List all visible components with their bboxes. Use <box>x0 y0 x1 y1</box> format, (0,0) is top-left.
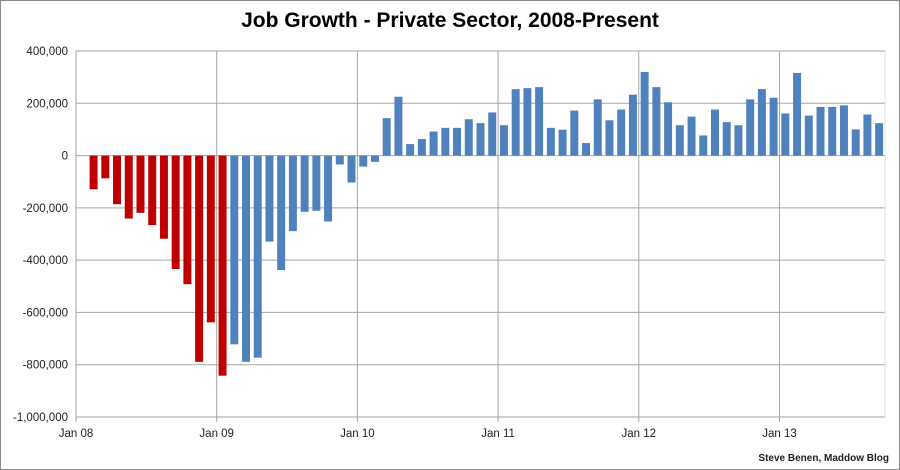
bar-2009-06 <box>277 155 286 271</box>
y-tick-label: -600,000 <box>23 307 68 319</box>
bar-2009-04 <box>253 155 262 358</box>
bar-2010-02 <box>370 155 379 162</box>
bar-2011-03 <box>523 88 532 156</box>
bar-2011-06 <box>558 129 567 156</box>
bar-2010-04 <box>394 96 403 156</box>
bar-2012-11 <box>757 89 766 156</box>
bar-2013-04 <box>816 106 825 156</box>
bar-2013-08 <box>863 114 872 156</box>
x-tick-label: Jan 09 <box>199 428 234 440</box>
bar-2011-04 <box>535 87 544 156</box>
bar-2011-11 <box>617 109 626 156</box>
bar-2008-06 <box>136 155 145 213</box>
bar-2012-10 <box>746 99 755 156</box>
y-tick-label: 200,000 <box>26 98 68 110</box>
bar-2008-10 <box>183 155 192 285</box>
bar-2008-07 <box>148 155 157 226</box>
bar-2008-05 <box>124 155 133 219</box>
bar-2012-03 <box>664 102 673 156</box>
bar-2008-11 <box>195 155 204 362</box>
y-tick-label: -200,000 <box>23 203 68 215</box>
bar-2011-02 <box>511 89 520 156</box>
bar-2009-11 <box>335 155 344 165</box>
bar-2009-07 <box>288 155 297 232</box>
bar-2013-07 <box>851 129 860 156</box>
bar-2010-08 <box>441 127 450 156</box>
bar-2012-04 <box>675 125 684 156</box>
bar-2011-10 <box>605 120 614 156</box>
bar-2009-09 <box>312 155 321 211</box>
bar-2009-03 <box>242 155 250 362</box>
bar-2010-07 <box>429 131 438 156</box>
bar-2012-07 <box>711 109 719 156</box>
bar-2008-04 <box>113 155 122 205</box>
bar-2009-05 <box>265 155 274 242</box>
bar-2013-09 <box>875 123 884 156</box>
x-tick-label: Jan 12 <box>622 428 657 440</box>
bar-2011-01 <box>499 125 508 156</box>
bar-2009-10 <box>324 155 333 222</box>
bar-2010-11 <box>476 123 485 156</box>
bar-2010-01 <box>359 155 368 167</box>
bar-2010-12 <box>488 112 497 156</box>
bar-2008-03 <box>101 155 110 179</box>
bar-2010-09 <box>453 127 462 156</box>
x-tick-label: Jan 10 <box>340 428 375 440</box>
bar-2012-06 <box>699 135 708 156</box>
bar-2008-08 <box>159 155 168 239</box>
bar-2013-05 <box>828 106 837 156</box>
bar-2010-05 <box>406 144 415 156</box>
y-tick-label: 0 <box>62 151 68 163</box>
bar-2013-01 <box>781 113 790 156</box>
bar-2012-02 <box>652 87 661 156</box>
bar-2013-03 <box>804 115 813 156</box>
bar-2010-03 <box>382 118 391 156</box>
bar-2011-08 <box>582 143 591 156</box>
bar-2011-07 <box>570 110 579 156</box>
bar-2012-09 <box>734 125 743 156</box>
y-tick-label: -400,000 <box>23 255 68 267</box>
bar-2012-08 <box>722 122 731 156</box>
bar-2012-05 <box>687 116 696 156</box>
bar-2008-09 <box>171 155 180 270</box>
x-tick-label: Jan 11 <box>481 428 515 440</box>
bar-2008-02 <box>89 155 98 190</box>
bar-2009-02 <box>230 155 239 345</box>
y-tick-label: -800,000 <box>23 360 68 372</box>
bar-2009-08 <box>300 155 309 212</box>
bar-2009-01 <box>218 155 227 376</box>
bar-2011-09 <box>593 99 602 156</box>
chart-title: Job Growth - Private Sector, 2008-Presen… <box>241 9 659 32</box>
bar-2010-06 <box>417 139 426 156</box>
bar-2009-12 <box>347 155 356 183</box>
y-tick-label: 400,000 <box>26 46 68 58</box>
bar-2010-10 <box>464 119 473 156</box>
bar-2013-02 <box>793 72 802 156</box>
x-tick-label: Jan 13 <box>762 428 797 440</box>
chart-credit: Steve Benen, Maddow Blog <box>758 453 889 464</box>
bar-2012-12 <box>769 97 778 156</box>
bar-2011-12 <box>628 94 637 156</box>
bar-2011-05 <box>546 127 555 156</box>
bar-2012-01 <box>640 71 649 156</box>
bar-2008-12 <box>206 155 215 323</box>
bar-2013-06 <box>839 105 848 156</box>
y-tick-label: -1,000,000 <box>13 412 68 424</box>
x-tick-label: Jan 08 <box>59 428 94 440</box>
